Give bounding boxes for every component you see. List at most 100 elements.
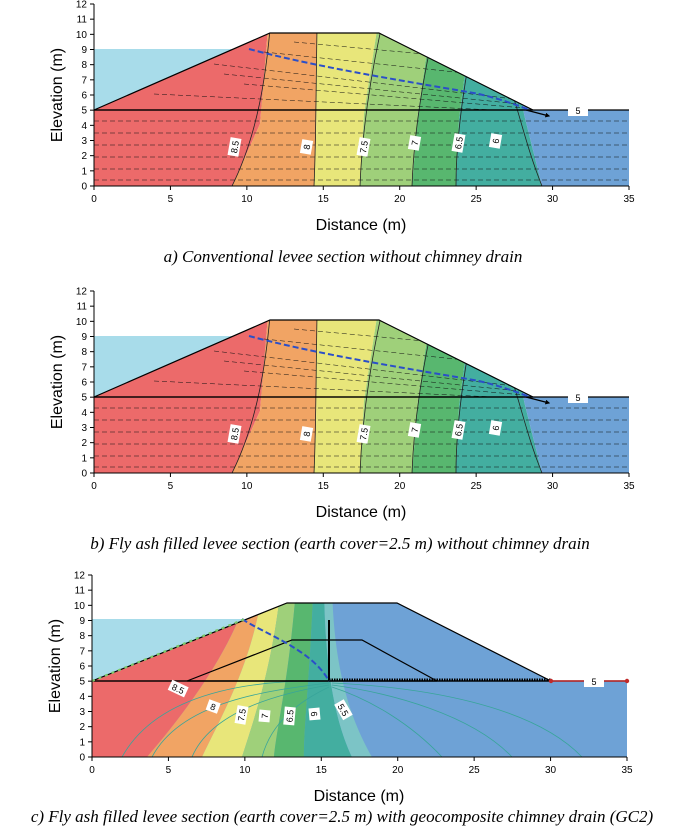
contour-label: 5	[575, 393, 580, 403]
y-tick-label: 7	[79, 646, 85, 657]
y-tick-label: 0	[81, 182, 87, 193]
contour-label: 6	[491, 138, 502, 145]
contour-label: 8	[209, 701, 217, 712]
contour-label: 7	[260, 713, 270, 719]
y-tick-label: 2	[81, 438, 87, 449]
band-7	[324, 603, 372, 757]
contour-label: 8	[302, 144, 313, 151]
levee-outline	[93, 319, 534, 398]
x-tick-label: 30	[545, 765, 557, 776]
phreatic-line	[248, 335, 531, 398]
phreatic-line	[241, 618, 330, 682]
band-3	[202, 603, 282, 757]
contour-labels: 8.5 8 7.5 7 6.5 6 5	[227, 105, 588, 157]
x-tick-label: 5	[166, 765, 172, 776]
y-tick-label: 7	[81, 362, 87, 373]
y-tick-label: 4	[81, 121, 87, 132]
y-tick-label: 3	[81, 423, 87, 434]
x-tick-label: 10	[239, 765, 251, 776]
y-tick-label: 12	[76, 287, 88, 298]
y-tick-label: 7	[81, 75, 87, 86]
band-6	[456, 33, 542, 186]
flow-vectors	[94, 41, 629, 181]
y-tick-label: 9	[81, 332, 87, 343]
contour-label: 7	[410, 140, 421, 147]
panel-a: 8.5 8 7.5 7 6.5 6 5 0 5 10 15 20 25 30 35 01234…	[49, 0, 635, 234]
x-tick-label: 25	[469, 765, 481, 776]
y-tick-label: 11	[77, 15, 88, 26]
panel-b: 8.5 8 7.5 7 6.5 6 5 0 5 10 15 20 25 30 35 01234…	[49, 287, 635, 522]
x-tick-label: 20	[394, 194, 406, 205]
x-tick-label: 0	[91, 481, 97, 492]
x-tick-label: 5	[168, 194, 174, 205]
band-4	[242, 603, 297, 757]
band-2	[147, 603, 264, 757]
panel-c: 8.5 8 7.5 7 6.5 6 5.5 5 0 5 10 15 20 25 30 35 0…	[47, 571, 633, 806]
x-tick-label: 15	[318, 481, 330, 492]
x-axis-ticks: 0 5 10 15 20 25 30 35	[91, 473, 635, 492]
contour-labels: 8.5 8 7.5 7 6.5 6 5.5 5	[167, 676, 604, 726]
contour-label: 7	[410, 427, 421, 434]
y-tick-label: 5	[79, 677, 85, 688]
y-tick-label: 3	[79, 707, 85, 718]
y-tick-label: 10	[74, 601, 86, 612]
y-tick-label: 4	[79, 692, 85, 703]
y-tick-label: 10	[76, 30, 88, 41]
contour-label: 8.5	[170, 682, 186, 696]
y-tick-label: 0	[81, 469, 87, 480]
x-axis-label: Distance (m)	[316, 217, 407, 234]
y-tick-label: 1	[79, 737, 85, 748]
y-tick-label: 5	[81, 106, 87, 117]
y-tick-label: 11	[75, 586, 86, 597]
x-tick-label: 20	[392, 765, 404, 776]
x-tick-label: 5	[168, 481, 174, 492]
y-tick-label: 6	[81, 378, 87, 389]
x-axis-label: Distance (m)	[316, 504, 407, 521]
flow-lines	[121, 680, 583, 757]
contour-label: 7.5	[236, 708, 248, 722]
x-tick-label: 35	[623, 194, 635, 205]
caption-a: a) Conventional levee section without ch…	[164, 247, 523, 266]
y-tick-label: 10	[76, 317, 88, 328]
y-tick-label: 2	[79, 722, 85, 733]
contour-label: 8.5	[229, 427, 241, 441]
contour-labels: 8.5 8 7.5 7 6.5 6 5	[227, 392, 588, 444]
band-5	[274, 603, 314, 757]
y-tick-label: 11	[77, 302, 88, 313]
y-tick-label: 4	[81, 408, 87, 419]
y-tick-label: 6	[81, 91, 87, 102]
y-tick-label: 9	[81, 45, 87, 56]
x-tick-label: 25	[471, 481, 483, 492]
contour-label: 6.5	[453, 136, 465, 150]
contour-label: 6.5	[453, 423, 465, 437]
phreatic-line	[248, 48, 531, 111]
contour-label: 6.5	[284, 709, 295, 722]
band-3	[314, 320, 381, 473]
y-tick-label: 3	[81, 136, 87, 147]
x-tick-label: 10	[241, 481, 253, 492]
contour-label: 8	[302, 431, 313, 438]
x-tick-label: 0	[89, 765, 95, 776]
y-tick-label: 8	[81, 347, 87, 358]
y-tick-label: 9	[79, 616, 85, 627]
contour-label: 7.5	[358, 140, 370, 154]
caption-c: c) Fly ash filled levee section (earth c…	[31, 807, 654, 826]
fly-ash-core-outline	[186, 639, 438, 682]
y-tick-label: 8	[79, 631, 85, 642]
levee-outline	[93, 32, 534, 111]
x-tick-label: 15	[318, 194, 330, 205]
y-axis-label: Elevation (m)	[49, 335, 66, 429]
contour-label: 5	[591, 677, 596, 687]
x-axis-ticks: 0 5 10 15 20 25 30 35	[91, 186, 635, 205]
x-tick-label: 30	[547, 194, 559, 205]
x-tick-label: 15	[316, 765, 328, 776]
y-tick-label: 12	[74, 571, 86, 582]
x-tick-label: 20	[394, 481, 406, 492]
seepage-exit-arrow	[525, 109, 551, 118]
y-tick-label: 5	[81, 393, 87, 404]
band-3	[314, 33, 381, 186]
